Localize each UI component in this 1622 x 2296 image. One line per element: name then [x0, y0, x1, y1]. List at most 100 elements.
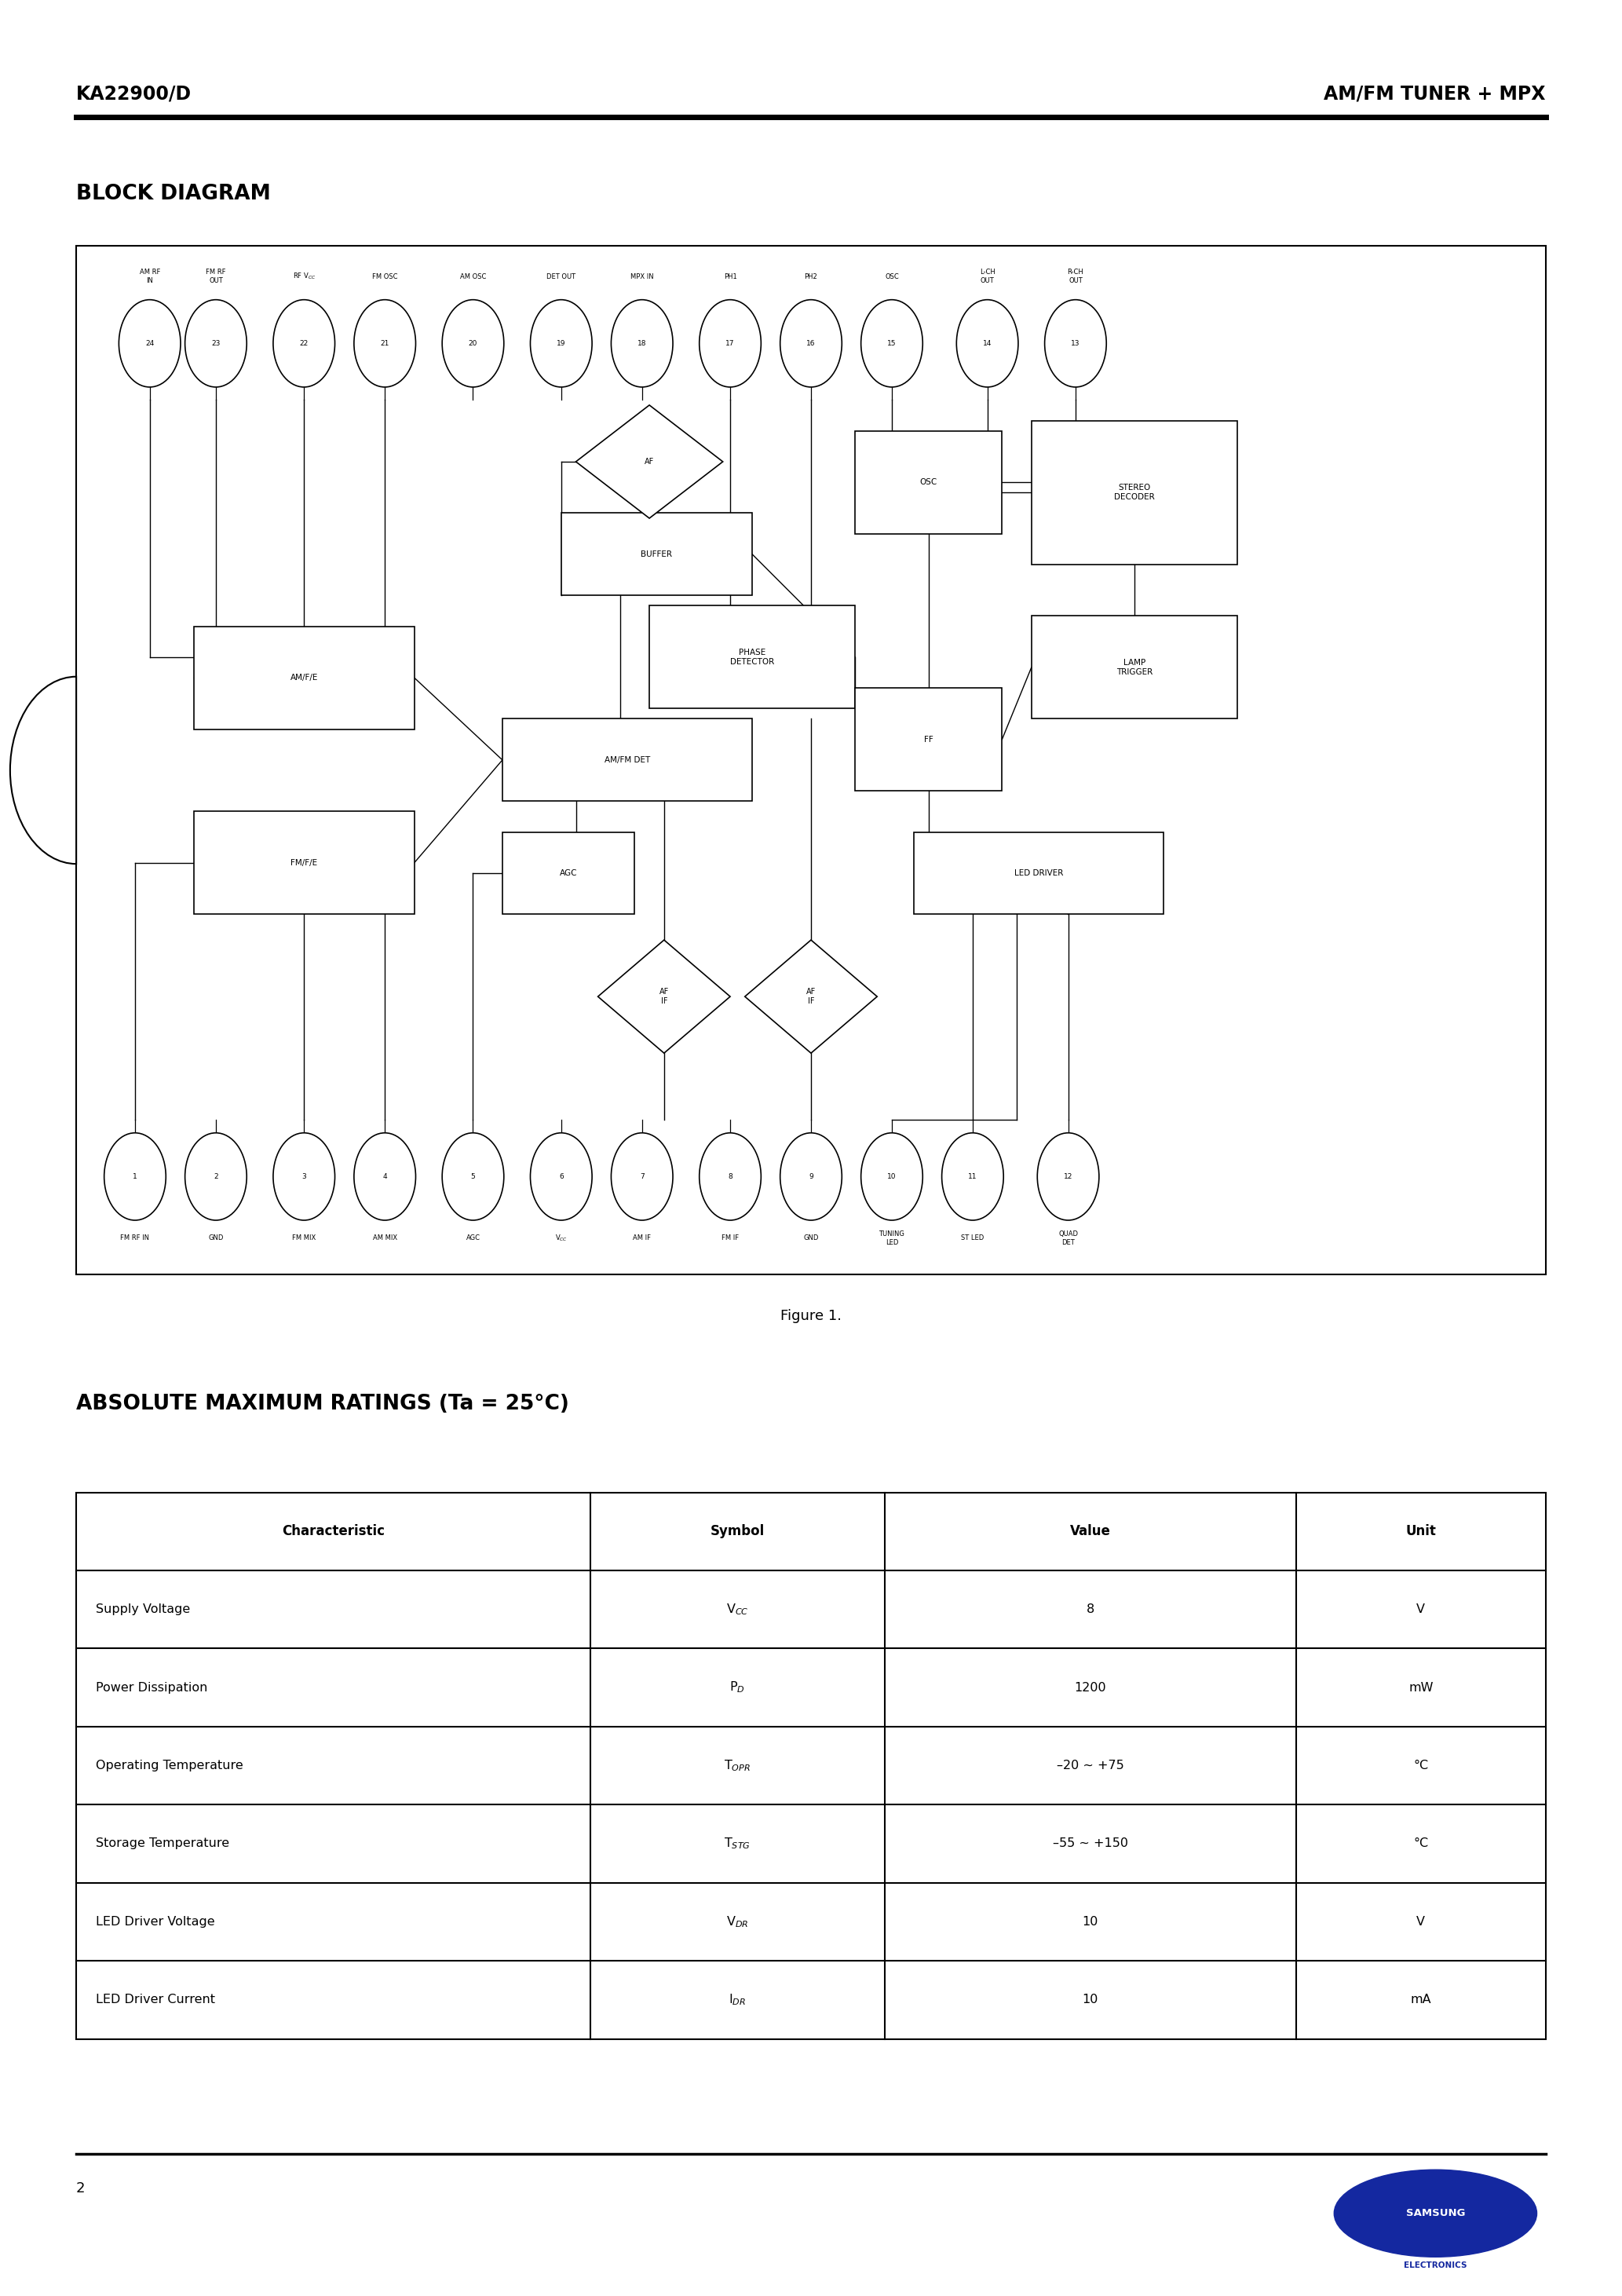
Text: KA22900/D: KA22900/D — [76, 85, 191, 103]
Bar — [913, 831, 1163, 914]
Circle shape — [957, 301, 1019, 388]
Bar — [1032, 420, 1238, 565]
Text: Unit: Unit — [1406, 1525, 1435, 1538]
Circle shape — [611, 1132, 673, 1219]
Text: AF
IF: AF IF — [806, 987, 816, 1006]
Text: FF: FF — [925, 735, 933, 744]
Text: OSC: OSC — [886, 273, 899, 280]
Text: –20 ~ +75: –20 ~ +75 — [1056, 1759, 1124, 1773]
Text: P$_{D}$: P$_{D}$ — [730, 1681, 746, 1694]
Text: V$_{DR}$: V$_{DR}$ — [727, 1915, 749, 1929]
Text: 6: 6 — [560, 1173, 563, 1180]
Text: T$_{OPR}$: T$_{OPR}$ — [723, 1759, 751, 1773]
Text: FM MIX: FM MIX — [292, 1235, 316, 1242]
Text: Storage Temperature: Storage Temperature — [96, 1837, 229, 1851]
Text: AM MIX: AM MIX — [373, 1235, 397, 1242]
Text: FM/F/E: FM/F/E — [290, 859, 318, 868]
Text: AM RF
IN: AM RF IN — [139, 269, 161, 285]
Text: 20: 20 — [469, 340, 477, 347]
Circle shape — [530, 1132, 592, 1219]
Text: LED DRIVER: LED DRIVER — [1014, 870, 1064, 877]
Text: 12: 12 — [1064, 1173, 1072, 1180]
Bar — [1032, 615, 1238, 719]
Text: AM/FM TUNER + MPX: AM/FM TUNER + MPX — [1324, 85, 1546, 103]
Text: 5: 5 — [470, 1173, 475, 1180]
Text: OSC: OSC — [920, 478, 938, 487]
Text: FM OSC: FM OSC — [371, 273, 397, 280]
Text: –55 ~ +150: –55 ~ +150 — [1053, 1837, 1127, 1851]
Bar — [855, 689, 1002, 790]
Text: AGC: AGC — [560, 870, 577, 877]
Circle shape — [1045, 301, 1106, 388]
Circle shape — [1038, 1132, 1100, 1219]
Text: AM/F/E: AM/F/E — [290, 673, 318, 682]
Circle shape — [699, 1132, 761, 1219]
Circle shape — [530, 301, 592, 388]
Text: 23: 23 — [211, 340, 221, 347]
Text: AM IF: AM IF — [633, 1235, 650, 1242]
Text: Supply Voltage: Supply Voltage — [96, 1603, 190, 1616]
Text: 24: 24 — [146, 340, 154, 347]
Circle shape — [611, 301, 673, 388]
Circle shape — [354, 301, 415, 388]
Text: T$_{STG}$: T$_{STG}$ — [723, 1837, 751, 1851]
Text: DET OUT: DET OUT — [547, 273, 576, 280]
Polygon shape — [744, 939, 878, 1054]
Text: 3: 3 — [302, 1173, 307, 1180]
Text: ABSOLUTE MAXIMUM RATINGS (Ta = 25°C): ABSOLUTE MAXIMUM RATINGS (Ta = 25°C) — [76, 1394, 569, 1414]
Text: V$_{CC}$: V$_{CC}$ — [727, 1603, 749, 1616]
Text: STEREO
DECODER: STEREO DECODER — [1114, 484, 1155, 501]
Text: R-CH
OUT: R-CH OUT — [1067, 269, 1083, 285]
Text: AGC: AGC — [466, 1235, 480, 1242]
Text: BUFFER: BUFFER — [641, 551, 673, 558]
Text: 19: 19 — [556, 340, 566, 347]
Text: GND: GND — [803, 1235, 819, 1242]
Text: 4: 4 — [383, 1173, 388, 1180]
Text: I$_{DR}$: I$_{DR}$ — [728, 1993, 746, 2007]
Text: 9: 9 — [809, 1173, 813, 1180]
Text: 13: 13 — [1071, 340, 1080, 347]
Circle shape — [354, 1132, 415, 1219]
Text: SAMSUNG: SAMSUNG — [1406, 2209, 1465, 2218]
Text: PH1: PH1 — [723, 273, 736, 280]
Text: mW: mW — [1408, 1681, 1434, 1694]
Text: FM RF
OUT: FM RF OUT — [206, 269, 225, 285]
Text: 1: 1 — [133, 1173, 138, 1180]
Text: 10: 10 — [1082, 1915, 1098, 1929]
Circle shape — [780, 1132, 842, 1219]
Text: 17: 17 — [725, 340, 735, 347]
Text: FM IF: FM IF — [722, 1235, 740, 1242]
Text: LAMP
TRIGGER: LAMP TRIGGER — [1116, 659, 1153, 675]
Text: L-CH
OUT: L-CH OUT — [980, 269, 994, 285]
Text: 14: 14 — [983, 340, 991, 347]
Bar — [193, 627, 414, 730]
Text: Value: Value — [1071, 1525, 1111, 1538]
Text: mA: mA — [1411, 1993, 1431, 2007]
Bar — [855, 432, 1002, 533]
Text: V: V — [1416, 1915, 1426, 1929]
Circle shape — [861, 301, 923, 388]
Text: 2: 2 — [76, 2181, 86, 2195]
Text: RF V$_{CC}$: RF V$_{CC}$ — [292, 271, 316, 282]
Circle shape — [861, 1132, 923, 1219]
Text: 2: 2 — [214, 1173, 217, 1180]
Circle shape — [443, 301, 504, 388]
Bar — [76, 246, 1546, 1274]
Text: MPX IN: MPX IN — [631, 273, 654, 280]
Text: AM/FM DET: AM/FM DET — [605, 755, 650, 765]
Circle shape — [942, 1132, 1004, 1219]
Bar — [76, 1492, 1546, 2039]
Text: ST LED: ST LED — [962, 1235, 985, 1242]
Text: PH2: PH2 — [805, 273, 817, 280]
Text: ELECTRONICS: ELECTRONICS — [1405, 2262, 1466, 2268]
Text: °C: °C — [1413, 1837, 1429, 1851]
Polygon shape — [599, 939, 730, 1054]
Text: 10: 10 — [887, 1173, 897, 1180]
Text: Symbol: Symbol — [710, 1525, 764, 1538]
Text: °C: °C — [1413, 1759, 1429, 1773]
Text: BLOCK DIAGRAM: BLOCK DIAGRAM — [76, 184, 271, 204]
Text: 18: 18 — [637, 340, 647, 347]
Bar — [193, 810, 414, 914]
Text: V: V — [1416, 1603, 1426, 1616]
Text: 1200: 1200 — [1074, 1681, 1106, 1694]
